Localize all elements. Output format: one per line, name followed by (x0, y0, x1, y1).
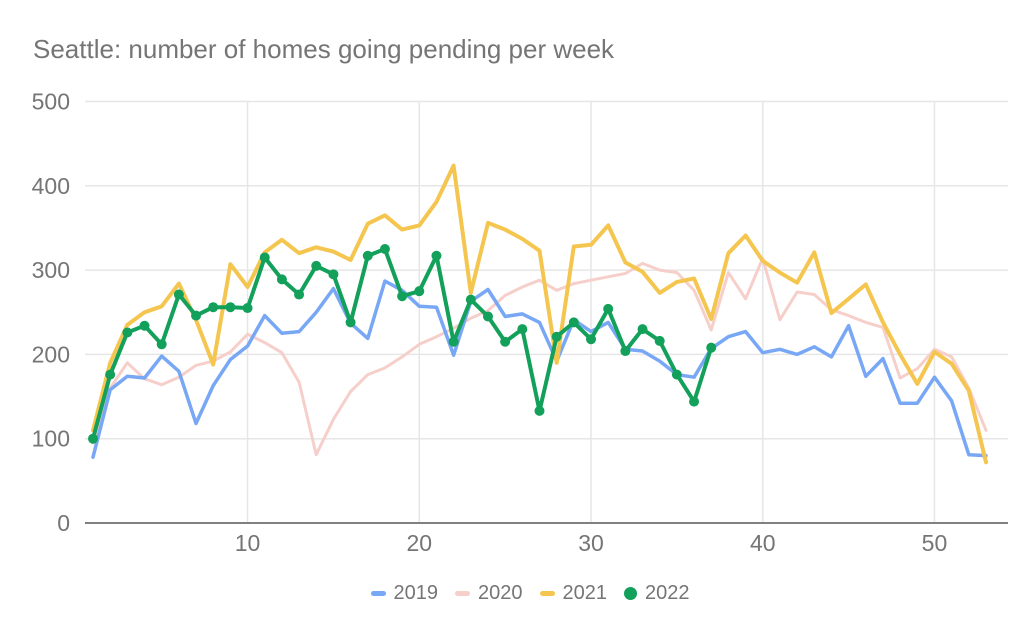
legend-label-2021: 2021 (562, 582, 608, 604)
data-point-2022-week-10 (242, 303, 253, 314)
series-line-2021 (91, 163, 988, 465)
legend-label-2020: 2020 (478, 582, 523, 604)
data-point-2022-week-24 (482, 311, 493, 322)
data-point-2022-week-37 (706, 342, 717, 353)
data-point-2022-week-2 (105, 369, 116, 380)
data-point-2022-week-22 (448, 336, 459, 347)
series-line-2022 (91, 247, 714, 441)
data-point-2022-week-29 (568, 317, 579, 328)
chart-legend: 2019 2020 2021 2022 (0, 582, 1024, 605)
legend-swatch-2021 (539, 591, 555, 596)
legend-swatch-2022 (624, 587, 637, 600)
data-point-2022-week-8 (208, 302, 219, 313)
data-point-2022-week-27 (534, 405, 545, 416)
data-point-2022-week-17 (362, 250, 373, 261)
chart-title: Seattle: number of homes going pending p… (33, 34, 615, 64)
legend-swatch-2020 (455, 591, 470, 596)
x-tick-label-10: 10 (235, 530, 261, 556)
y-tick-label-0: 0 (57, 510, 70, 536)
legend-item-2022[interactable]: 2022 (624, 582, 690, 605)
data-point-2022-week-31 (603, 303, 614, 314)
data-point-2022-week-36 (689, 396, 700, 407)
x-tick-label-20: 20 (406, 530, 432, 556)
data-point-2022-week-34 (654, 335, 665, 346)
legend-label-2019: 2019 (393, 582, 439, 604)
legend-item-2019[interactable]: 2019 (370, 582, 439, 605)
y-tick-label-400: 400 (32, 173, 70, 199)
data-point-2022-week-3 (122, 327, 133, 338)
x-tick-label-30: 30 (578, 530, 604, 556)
x-tick-label-40: 40 (750, 530, 776, 556)
data-point-2022-week-4 (139, 320, 150, 331)
data-point-2022-week-12 (276, 274, 287, 285)
data-point-2022-week-13 (294, 289, 305, 300)
y-tick-label-300: 300 (32, 257, 70, 283)
data-point-2022-week-11 (259, 252, 270, 263)
data-point-2022-week-19 (397, 291, 408, 302)
data-point-2022-week-21 (431, 250, 442, 261)
data-point-2022-week-26 (517, 324, 528, 335)
data-point-2022-week-33 (637, 324, 648, 335)
legend-swatch-2019 (370, 591, 386, 596)
data-point-2022-week-1 (88, 433, 98, 444)
data-point-2022-week-9 (225, 302, 236, 313)
data-point-2022-week-28 (551, 331, 562, 342)
data-point-2022-week-7 (191, 310, 202, 321)
data-point-2022-week-5 (156, 339, 167, 350)
legend-label-2022: 2022 (645, 582, 690, 604)
data-point-2022-week-32 (620, 346, 631, 357)
series-line-2020 (91, 256, 988, 457)
legend-item-2021[interactable]: 2021 (539, 582, 608, 605)
data-point-2022-week-25 (500, 336, 511, 347)
data-point-2022-week-35 (671, 369, 682, 380)
data-point-2022-week-20 (414, 286, 425, 297)
legend-item-2020[interactable]: 2020 (455, 582, 523, 605)
data-point-2022-week-14 (311, 260, 322, 271)
data-point-2022-week-6 (173, 289, 184, 300)
y-tick-label-200: 200 (32, 341, 70, 367)
data-point-2022-week-16 (345, 317, 356, 328)
x-tick-label-50: 50 (922, 530, 948, 556)
y-tick-label-100: 100 (32, 426, 70, 452)
data-point-2022-week-15 (328, 269, 339, 280)
series-line-2019 (91, 279, 988, 459)
data-point-2022-week-30 (586, 334, 597, 345)
data-point-2022-week-18 (379, 244, 390, 255)
data-point-2022-week-23 (465, 294, 476, 305)
y-tick-label-500: 500 (32, 89, 70, 115)
